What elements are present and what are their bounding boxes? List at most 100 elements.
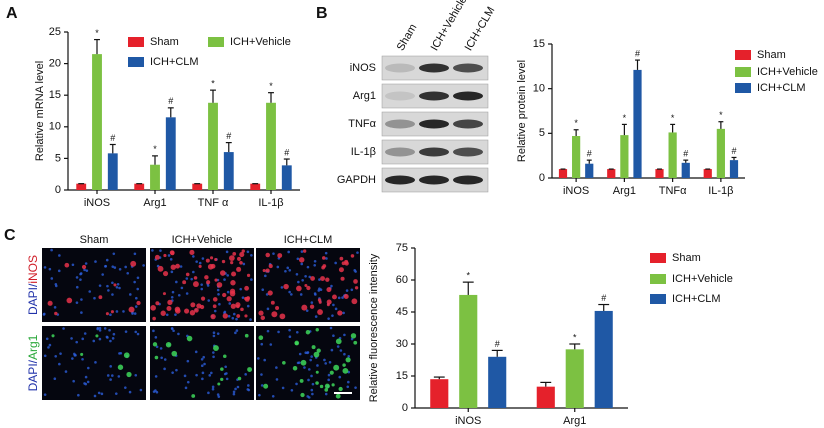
nucleus: [135, 296, 138, 300]
stained-cell: [212, 304, 217, 309]
nucleus: [177, 293, 181, 297]
significance-marker: *: [211, 79, 215, 89]
nucleus: [70, 337, 73, 340]
stained-cell: [209, 256, 214, 260]
stained-cell: [200, 296, 206, 301]
stained-cell: [319, 384, 324, 389]
stained-cell: [332, 294, 337, 300]
stained-cell: [184, 308, 190, 314]
nucleus: [350, 288, 354, 292]
nucleus: [281, 386, 285, 390]
nucleus: [170, 327, 174, 330]
stained-cell: [169, 250, 175, 255]
nucleus: [80, 298, 83, 301]
nucleus: [111, 265, 115, 268]
y-tick-label: 75: [396, 242, 408, 254]
nucleus: [172, 329, 175, 333]
y-tick-label: 0: [539, 172, 545, 184]
nucleus: [327, 378, 330, 382]
nucleus: [50, 248, 53, 252]
nucleus: [195, 260, 198, 263]
stained-cell: [157, 265, 164, 272]
nucleus: [122, 310, 125, 313]
nucleus: [117, 375, 121, 378]
nucleus: [106, 284, 109, 288]
nucleus: [73, 354, 77, 357]
x-tick-label: TNF α: [198, 197, 229, 209]
stained-cell: [105, 312, 109, 316]
nucleus: [213, 309, 217, 313]
bar: [134, 183, 145, 190]
stained-cell: [205, 258, 210, 263]
nucleus: [57, 269, 61, 273]
nucleus: [92, 339, 96, 343]
nucleus: [354, 386, 357, 389]
stained-cell: [223, 354, 227, 359]
bar: [633, 69, 642, 178]
significance-marker: #: [168, 96, 173, 106]
nucleus: [324, 392, 328, 396]
stained-cell: [351, 298, 358, 305]
significance-marker: *: [574, 118, 578, 128]
legend-label: Sham: [150, 36, 179, 48]
stained-cell: [214, 278, 218, 282]
y-tick-label: 5: [539, 127, 545, 139]
stained-cell: [123, 352, 130, 359]
nucleus: [192, 270, 195, 274]
nucleus: [225, 250, 229, 254]
nucleus: [124, 265, 127, 269]
blot-band: [419, 119, 449, 129]
nucleus: [154, 375, 158, 378]
stained-cell: [110, 310, 114, 314]
nucleus: [224, 365, 227, 369]
nucleus: [131, 312, 134, 315]
stained-cell: [331, 383, 335, 387]
stained-cell: [246, 296, 251, 300]
nucleus: [332, 334, 335, 337]
nucleus: [200, 357, 204, 361]
nucleus: [334, 261, 337, 265]
panel-label: A: [6, 5, 18, 22]
nucleus: [53, 306, 57, 309]
panel-label: C: [4, 227, 16, 244]
bar: [76, 183, 87, 190]
nucleus: [311, 382, 315, 386]
stained-cell: [241, 249, 245, 253]
stained-cell: [304, 284, 308, 288]
nucleus: [211, 385, 215, 389]
stained-cell: [244, 314, 248, 318]
nucleus: [200, 364, 204, 368]
nucleus: [341, 296, 344, 299]
stained-cell: [64, 262, 70, 268]
stained-cell: [335, 338, 342, 345]
bar: [430, 379, 449, 408]
nucleus: [79, 278, 82, 281]
nucleus: [174, 313, 177, 316]
stained-cell: [306, 285, 311, 291]
nucleus: [167, 254, 171, 257]
stained-cell: [301, 304, 308, 311]
nucleus: [211, 387, 215, 391]
stained-cell: [236, 266, 242, 272]
nucleus: [299, 293, 303, 296]
nucleus: [266, 307, 270, 311]
y-tick-label: 5: [55, 152, 61, 164]
nucleus: [234, 331, 237, 335]
stained-cell: [236, 314, 241, 318]
nucleus: [111, 293, 114, 296]
stained-cell: [175, 308, 181, 314]
legend-swatch: [735, 50, 751, 60]
significance-marker: #: [284, 147, 289, 157]
y-tick-label: 45: [396, 306, 408, 318]
nucleus: [300, 262, 304, 266]
panel-label: B: [316, 5, 328, 22]
stained-cell: [262, 268, 266, 273]
legend-label: ICH+CLM: [757, 82, 806, 94]
stained-cell: [239, 260, 243, 265]
stained-cell: [130, 260, 137, 267]
nucleus: [142, 264, 145, 267]
stained-cell: [160, 310, 166, 316]
nucleus: [116, 282, 120, 286]
blot-band: [453, 147, 483, 157]
stained-cell: [214, 257, 218, 262]
